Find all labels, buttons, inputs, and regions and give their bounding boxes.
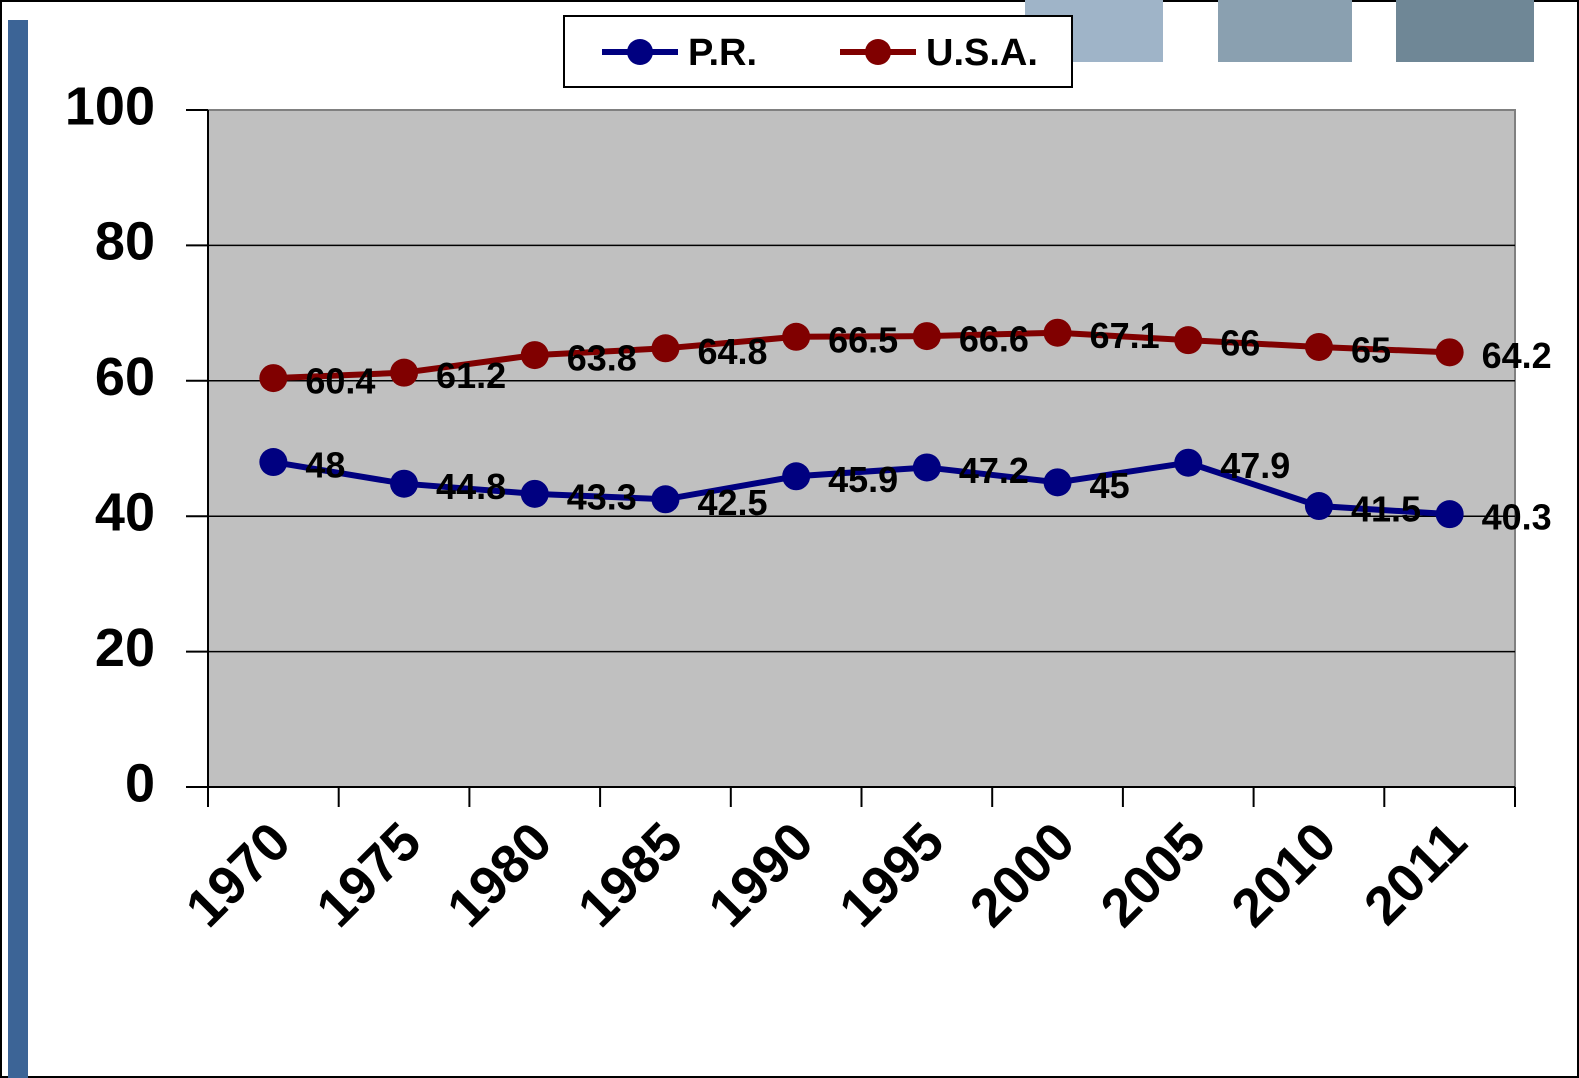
legend-marker xyxy=(865,39,891,65)
y-tick-label: 60 xyxy=(95,347,155,407)
data-label: 65 xyxy=(1351,329,1391,370)
data-point xyxy=(1435,338,1464,367)
legend-label: P.R. xyxy=(688,32,757,74)
y-tick-label: 80 xyxy=(95,212,155,272)
data-point xyxy=(390,358,419,387)
data-label: 64.8 xyxy=(697,331,767,372)
data-point xyxy=(1043,318,1072,347)
series-line xyxy=(273,329,1450,382)
y-tick-label: 40 xyxy=(95,482,155,542)
data-point xyxy=(1304,332,1333,361)
data-label: 44.8 xyxy=(436,466,506,507)
data-label: 66.6 xyxy=(959,319,1029,360)
data-label: 61.2 xyxy=(436,355,506,396)
decor-image xyxy=(1396,0,1534,62)
data-point xyxy=(259,448,288,477)
legend-marker xyxy=(627,39,653,65)
data-label: 43.3 xyxy=(567,476,637,517)
data-label: 67.1 xyxy=(1090,315,1160,356)
data-point xyxy=(912,322,941,351)
legend-label: U.S.A. xyxy=(926,32,1038,74)
data-point xyxy=(651,334,680,363)
data-point xyxy=(1043,468,1072,497)
data-label: 48 xyxy=(305,445,345,486)
data-label: 42.5 xyxy=(697,482,767,523)
data-point xyxy=(1174,448,1203,477)
y-tick-label: 100 xyxy=(65,76,155,136)
data-label: 40.3 xyxy=(1482,497,1552,538)
y-tick-label: 20 xyxy=(95,618,155,678)
data-point xyxy=(912,453,941,482)
series-line xyxy=(272,459,1450,518)
data-point xyxy=(651,485,680,514)
data-label: 47.2 xyxy=(959,450,1029,491)
data-label: 45 xyxy=(1090,465,1130,506)
data-label: 66 xyxy=(1220,323,1260,364)
plot-area xyxy=(207,109,1516,788)
data-label: 64.2 xyxy=(1482,335,1552,376)
data-point xyxy=(1304,492,1333,521)
data-point xyxy=(259,364,288,393)
data-label: 63.8 xyxy=(567,338,637,379)
data-point xyxy=(782,462,811,491)
data-point xyxy=(1435,500,1464,529)
y-tick-label: 0 xyxy=(125,753,155,813)
data-label: 66.5 xyxy=(828,319,898,360)
data-point xyxy=(520,479,549,508)
side-bar xyxy=(8,20,28,1078)
data-point xyxy=(520,341,549,370)
data-point xyxy=(1174,326,1203,355)
data-point xyxy=(782,322,811,351)
data-label: 60.4 xyxy=(305,361,375,402)
decor-image xyxy=(1218,0,1352,62)
data-label: 47.9 xyxy=(1220,445,1290,486)
data-label: 41.5 xyxy=(1351,489,1421,530)
data-point xyxy=(390,469,419,498)
data-label: 45.9 xyxy=(828,459,898,500)
